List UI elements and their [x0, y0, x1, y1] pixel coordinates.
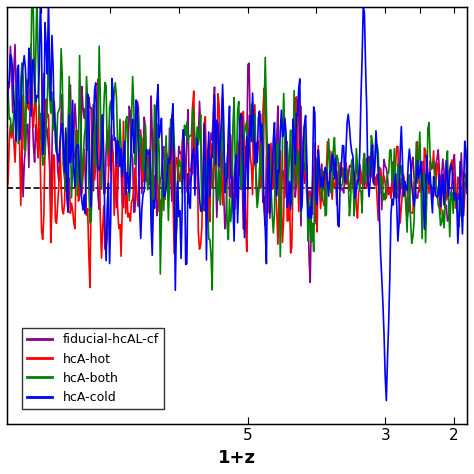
- X-axis label: 1+z: 1+z: [218, 449, 256, 467]
- Legend: fiducial-hcAL-cf, hcA-hot, hcA-both, hcA-cold: fiducial-hcAL-cf, hcA-hot, hcA-both, hcA…: [22, 328, 164, 409]
